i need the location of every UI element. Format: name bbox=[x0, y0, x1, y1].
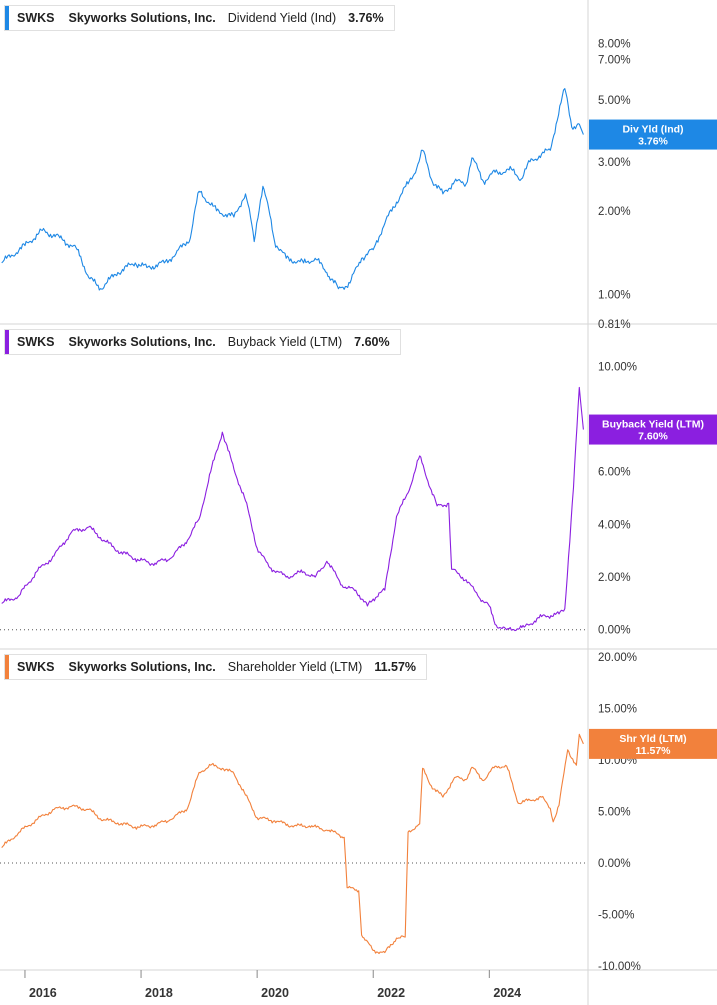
y-tick-label: -5.00% bbox=[598, 909, 634, 921]
x-tick-label: 2018 bbox=[145, 986, 173, 1000]
series-line bbox=[1, 386, 584, 632]
axis-layer: 1.00% 2.00% 3.00% 5.00% 7.00% 8.00% 0.81% 0.00%… bbox=[24, 38, 641, 1000]
legend-shareholder-yield[interactable]: SWKS Skyworks Solutions, Inc. Shareholde… bbox=[4, 654, 428, 680]
legend-metric: Buyback Yield (LTM) bbox=[227, 335, 343, 349]
series-line bbox=[1, 733, 584, 955]
legend-metric: Dividend Yield (Ind) bbox=[227, 11, 337, 25]
y-tick-label: 8.00% bbox=[598, 38, 631, 50]
legend-value: 3.76% bbox=[348, 11, 384, 25]
x-tick-label: 2024 bbox=[493, 986, 521, 1000]
legend-metric: Shareholder Yield (LTM) bbox=[227, 660, 363, 674]
badge-label: Shr Yld (LTM) bbox=[619, 733, 686, 745]
y-tick-label: 5.00% bbox=[598, 807, 631, 819]
legend-color-swatch bbox=[5, 655, 9, 679]
y-tick-label: 0.00% bbox=[598, 858, 631, 870]
legend-color-swatch bbox=[5, 6, 9, 30]
badge-label: Div Yld (Ind) bbox=[622, 124, 683, 136]
y-tick-label: 4.00% bbox=[598, 519, 631, 531]
legend-value: 7.60% bbox=[354, 335, 390, 349]
legend-company: Skyworks Solutions, Inc. bbox=[68, 11, 216, 25]
x-tick-label: 2020 bbox=[261, 986, 289, 1000]
y-min-label: 0.81% bbox=[598, 319, 631, 331]
value-badge bbox=[589, 728, 717, 759]
badge-label: Buyback Yield (LTM) bbox=[602, 419, 704, 431]
value-badge bbox=[589, 119, 717, 150]
badge-value: 3.76% bbox=[638, 136, 668, 148]
y-tick-label: 2.00% bbox=[598, 572, 631, 584]
y-tick-label: 15.00% bbox=[598, 704, 637, 716]
y-tick-label: -10.00% bbox=[598, 961, 641, 973]
legend-color-swatch bbox=[5, 330, 9, 354]
value-badge bbox=[589, 414, 717, 445]
legend-buyback-yield[interactable]: SWKS Skyworks Solutions, Inc. Buyback Yi… bbox=[4, 329, 401, 355]
y-tick-label: 5.00% bbox=[598, 95, 631, 107]
legend-ticker: SWKS bbox=[17, 335, 55, 349]
legend-ticker: SWKS bbox=[17, 11, 55, 25]
y-tick-label: 7.00% bbox=[598, 54, 631, 66]
y-tick-label: 20.00% bbox=[598, 652, 637, 664]
legend-dividend-yield[interactable]: SWKS Skyworks Solutions, Inc. Dividend Y… bbox=[4, 5, 395, 31]
y-tick-label: 1.00% bbox=[598, 290, 631, 302]
x-tick-label: 2022 bbox=[377, 986, 405, 1000]
series-layer bbox=[1, 88, 584, 955]
y-tick-label: 0.00% bbox=[598, 625, 631, 637]
series-line bbox=[1, 88, 584, 291]
legend-company: Skyworks Solutions, Inc. bbox=[68, 335, 216, 349]
y-tick-label: 2.00% bbox=[598, 206, 631, 218]
badge-layer: Div Yld (Ind)3.76% Buyback Yield (LTM)7.6… bbox=[589, 119, 717, 759]
x-tick-label: 2016 bbox=[29, 986, 57, 1000]
legend-value: 11.57% bbox=[374, 660, 417, 674]
badge-value: 11.57% bbox=[635, 745, 671, 757]
y-tick-label: 6.00% bbox=[598, 467, 631, 479]
y-tick-label: 10.00% bbox=[598, 361, 637, 373]
badge-value: 7.60% bbox=[638, 431, 668, 443]
y-tick-label: 3.00% bbox=[598, 157, 631, 169]
legend-ticker: SWKS bbox=[17, 660, 55, 674]
legend-company: Skyworks Solutions, Inc. bbox=[68, 660, 216, 674]
